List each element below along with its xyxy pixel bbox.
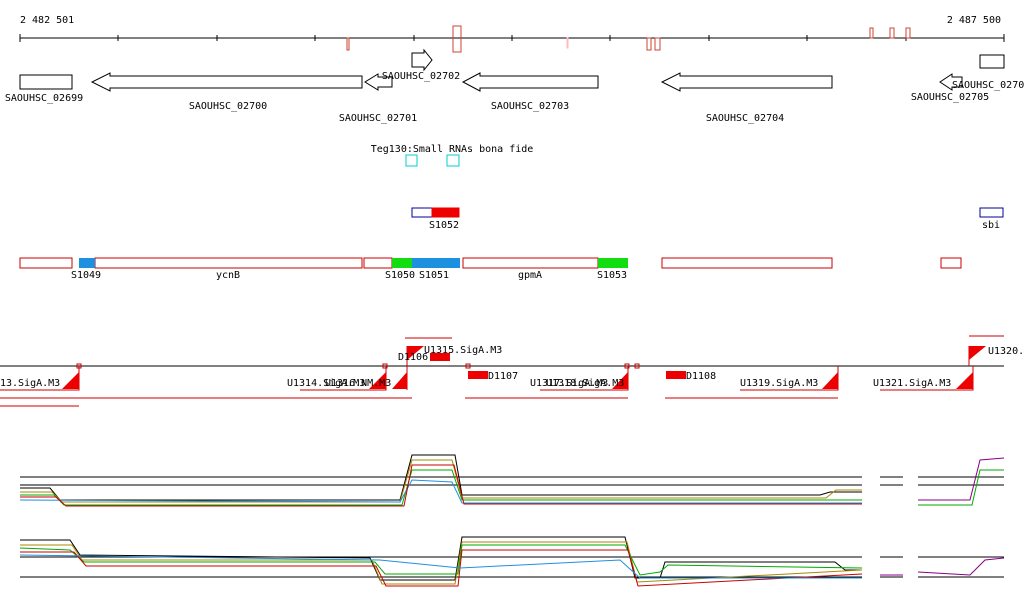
srna-box xyxy=(446,154,460,167)
scale-start: 2 482 501 xyxy=(20,15,74,26)
promoter-label: U1315.SigA.M3 xyxy=(424,345,502,356)
promoter-label: 13.SigA.M3 xyxy=(0,378,60,389)
track-label: Teg130:Small RNAs bona fide xyxy=(371,144,534,155)
gene-label: SAOUHSC_02702 xyxy=(382,71,460,82)
segment-track xyxy=(19,257,962,269)
gene-track xyxy=(19,48,1005,92)
feature-box xyxy=(431,207,460,218)
promoter-label: U1320. xyxy=(988,346,1024,357)
expression-lines xyxy=(19,454,1005,587)
segment-label: ycnB xyxy=(216,270,240,281)
gene-label: SAOUHSC_0270 xyxy=(952,80,1024,91)
scale-marks xyxy=(346,25,911,53)
gene-label: SAOUHSC_02704 xyxy=(706,113,784,124)
promoter-label: D1108 xyxy=(686,371,716,382)
segment-label: S1053 xyxy=(597,270,627,281)
promoter-label: U1321.SigA.M3 xyxy=(873,378,951,389)
promoter-label: D1106 xyxy=(398,352,428,363)
gene-label: SAOUHSC_02705 xyxy=(911,92,989,103)
segment-label: gpmA xyxy=(518,270,542,281)
promoter-label: U1314.SigA.M3 xyxy=(287,378,365,389)
segment-label: S1049 xyxy=(71,270,101,281)
feature-label: sbi xyxy=(982,220,1000,231)
promoter-label: U1316.NM.M3 xyxy=(325,378,391,389)
promoter-label: U1317.SigA.M3 xyxy=(530,378,608,389)
gene-label: SAOUHSC_02703 xyxy=(491,101,569,112)
gene-label: SAOUHSC_02700 xyxy=(189,101,267,112)
promoter-label: U1319.SigA.M3 xyxy=(740,378,818,389)
segment-label: S1050 xyxy=(385,270,415,281)
promoter-label: U1318.SigA.M3 xyxy=(546,378,624,389)
feature-box xyxy=(411,207,433,218)
gene-label: SAOUHSC_02701 xyxy=(339,113,417,124)
feature-label: S1052 xyxy=(429,220,459,231)
gene-label: SAOUHSC_02699 xyxy=(5,93,83,104)
scale-end: 2 487 500 xyxy=(947,15,1001,26)
promoter-track xyxy=(0,335,1004,407)
promoter-label: D1107 xyxy=(488,371,518,382)
segment-label: S1051 xyxy=(419,270,449,281)
feature-box xyxy=(979,207,1004,218)
srna-box xyxy=(405,154,418,167)
